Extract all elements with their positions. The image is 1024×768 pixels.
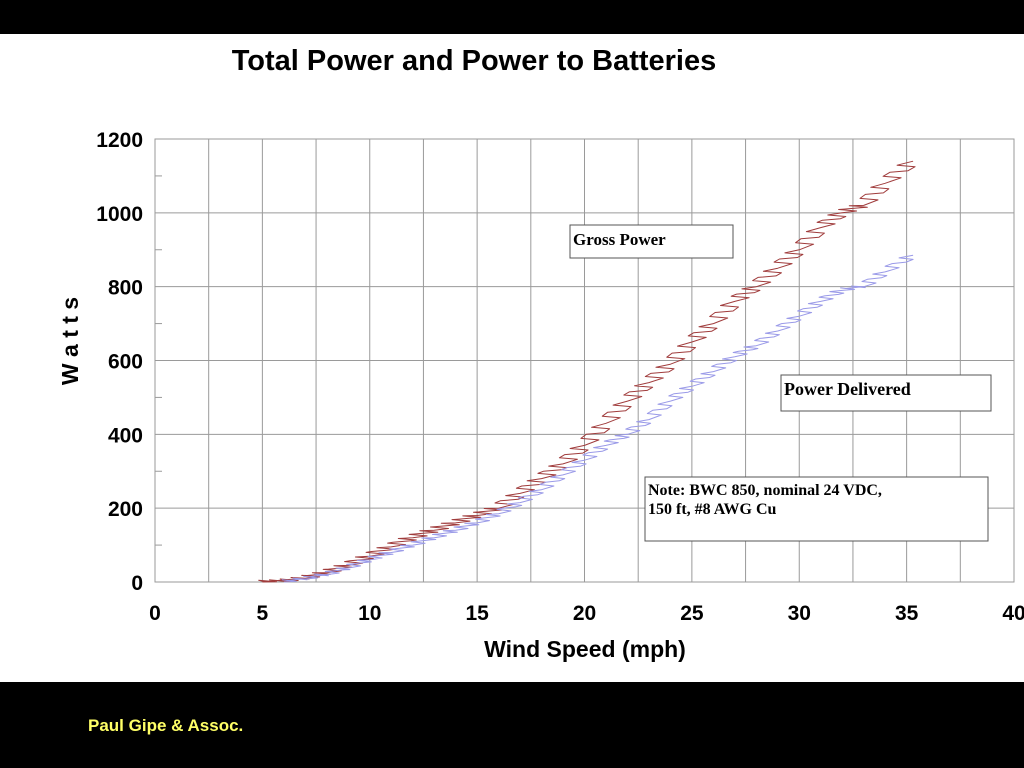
gross-power-label-box: Gross Power <box>569 224 734 259</box>
power-delivered-box <box>780 374 992 412</box>
y-tick-label: 1000 <box>96 203 143 226</box>
y-tick-label: 400 <box>108 424 143 447</box>
x-tick-label: 15 <box>465 602 489 625</box>
gross-power-box <box>569 224 734 259</box>
y-tick-label: 600 <box>108 351 143 374</box>
series-layer <box>258 160 916 583</box>
y-axis-label: W a t t s <box>57 297 83 385</box>
power-delivered-label-box: Power Delivered <box>780 374 992 412</box>
gross-power-label: Gross Power <box>573 230 666 249</box>
x-axis-label: Wind Speed (mph) <box>484 636 686 662</box>
y-tick-label: 200 <box>108 498 143 521</box>
x-tick-label: 5 <box>257 602 269 625</box>
chart-title: Total Power and Power to Batteries <box>232 45 717 77</box>
x-tick-label: 35 <box>895 602 919 625</box>
y-tick-label: 800 <box>108 277 143 300</box>
x-tick-label: 10 <box>358 602 381 625</box>
chart: Total Power and Power to Batteries 0 5 10 1… <box>57 45 1024 662</box>
note-box-frame <box>644 476 989 542</box>
footer-credit: Paul Gipe & Assoc. <box>88 716 244 735</box>
x-tick-label: 30 <box>788 602 811 625</box>
x-tick-label: 0 <box>149 602 161 625</box>
x-tick-label: 20 <box>573 602 596 625</box>
note-box: Note: BWC 850, nominal 24 VDC, 150 ft, #… <box>644 476 989 542</box>
x-tick-label: 25 <box>680 602 704 625</box>
bottom-band <box>0 682 1024 768</box>
series-line <box>281 254 914 583</box>
x-tick-label: 40 <box>1002 602 1024 625</box>
grid <box>154 138 1015 583</box>
y-tick-label: 1200 <box>96 129 143 152</box>
y-tick-label: 0 <box>131 572 143 595</box>
note-line-1: Note: BWC 850, nominal 24 VDC, <box>648 482 882 499</box>
note-line-2: 150 ft, #8 AWG Cu <box>648 501 777 518</box>
top-band <box>0 0 1024 34</box>
power-delivered-label: Power Delivered <box>784 379 911 399</box>
